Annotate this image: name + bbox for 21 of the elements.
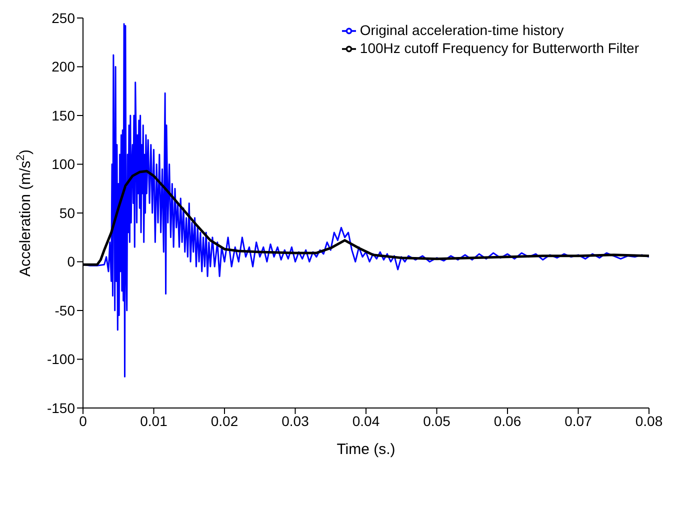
y-tick-label: 100: [52, 156, 76, 172]
x-tick-label: 0.07: [564, 412, 592, 429]
x-tick-label: 0.08: [635, 412, 663, 429]
y-tick-label: 50: [59, 204, 76, 221]
legend-label: Original acceleration-time history: [360, 22, 564, 38]
x-tick-label: 0.04: [352, 412, 380, 429]
x-tick-label: 0.06: [494, 412, 522, 429]
y-tick-label: 0: [67, 254, 76, 270]
y-tick-label: -50: [54, 302, 76, 318]
y-tick-label: 250: [52, 10, 76, 26]
x-tick-label: 0.05: [423, 412, 451, 429]
x-tick-label: 0: [79, 412, 88, 429]
x-tick-label: 0.03: [282, 412, 310, 429]
y-tick-label: 150: [52, 107, 76, 124]
x-tick-label: 0.02: [210, 412, 238, 429]
y-tick-label: -100: [46, 351, 76, 368]
legend-label: 100Hz cutoff Frequency for Butterworth Filter: [360, 40, 639, 56]
x-axis-title: Time (s.): [336, 441, 396, 458]
y-tick-label: -150: [46, 400, 76, 416]
y-tick-label: 200: [52, 58, 76, 75]
x-tick-label: 0.01: [140, 412, 168, 429]
